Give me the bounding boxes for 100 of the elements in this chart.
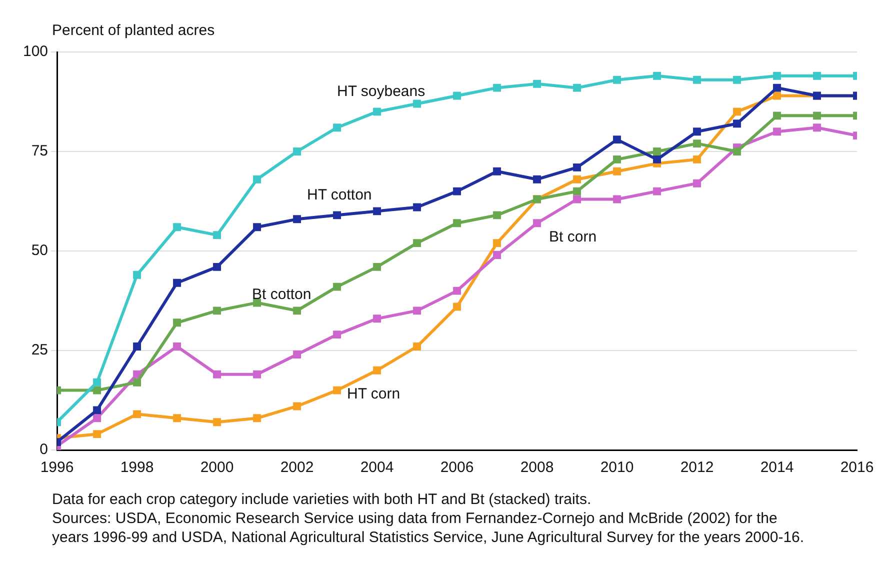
point xyxy=(693,128,701,136)
point xyxy=(93,406,101,414)
point xyxy=(293,402,301,410)
point xyxy=(453,286,461,295)
y-tick-label: 75 xyxy=(31,142,48,160)
x-tick-label: 2002 xyxy=(280,459,314,476)
y-tick-label: 50 xyxy=(31,242,48,260)
point xyxy=(293,350,301,358)
point xyxy=(373,262,381,271)
x-tick-label: 2014 xyxy=(760,459,794,476)
series-label: HT corn xyxy=(347,386,400,403)
point xyxy=(173,342,181,350)
point xyxy=(653,155,661,164)
point xyxy=(253,370,261,378)
point xyxy=(493,239,501,248)
point xyxy=(213,370,221,378)
point xyxy=(333,330,341,339)
point xyxy=(373,108,381,116)
point xyxy=(613,76,621,84)
point xyxy=(653,187,661,196)
series-label: Bt corn xyxy=(549,228,597,246)
point xyxy=(573,175,581,184)
y-tick-label: 0 xyxy=(40,441,48,458)
x-tick-label: 2000 xyxy=(200,459,234,476)
point xyxy=(413,306,421,315)
point xyxy=(333,211,341,220)
x-tick-label: 2008 xyxy=(520,459,554,476)
series-label: HT cotton xyxy=(307,186,372,204)
point xyxy=(453,302,461,311)
point xyxy=(773,72,781,80)
source-note: Sources: USDA, Economic Research Service using data from Fernandez-Cornejo and McBride (2002) for the years 1996-99 and USDA, National Agricultural Statistics Service, June Agricultural Survey for the years 2000-16. xyxy=(52,509,806,547)
point xyxy=(493,251,501,259)
point xyxy=(133,370,141,378)
x-tick-label: 2006 xyxy=(440,459,474,476)
point xyxy=(773,92,781,100)
point xyxy=(333,124,341,132)
point xyxy=(613,167,621,176)
point xyxy=(173,414,181,422)
point xyxy=(813,124,821,132)
point xyxy=(653,148,661,156)
point xyxy=(533,175,541,184)
point xyxy=(653,72,661,80)
point xyxy=(493,211,501,220)
point xyxy=(533,219,541,228)
x-tick-label: 2004 xyxy=(360,459,394,476)
point xyxy=(93,378,101,386)
point xyxy=(253,414,261,422)
x-tick-label: 1996 xyxy=(40,459,74,476)
point xyxy=(413,239,421,248)
point xyxy=(93,430,101,438)
point xyxy=(293,215,301,224)
x-tick-label: 2016 xyxy=(840,459,874,476)
point xyxy=(373,207,381,216)
point xyxy=(613,195,621,204)
series-label: HT soybeans xyxy=(337,82,426,100)
point xyxy=(413,342,421,350)
point xyxy=(613,136,621,144)
point xyxy=(333,386,341,394)
point xyxy=(693,140,701,148)
point xyxy=(773,128,781,136)
point xyxy=(213,262,221,271)
point xyxy=(213,306,221,315)
point xyxy=(813,112,821,120)
point xyxy=(573,187,581,196)
point xyxy=(573,195,581,204)
point xyxy=(693,76,701,84)
point xyxy=(173,318,181,327)
point xyxy=(693,179,701,188)
point xyxy=(133,342,141,350)
point xyxy=(373,314,381,323)
point xyxy=(293,306,301,315)
point xyxy=(413,203,421,212)
point xyxy=(373,366,381,374)
point xyxy=(453,187,461,196)
text: Data for each crop category include varieties with both HT and Bt (stacked) traits. xyxy=(52,490,592,509)
point xyxy=(293,148,301,156)
point xyxy=(493,84,501,92)
point xyxy=(253,223,261,232)
point xyxy=(213,231,221,240)
x-tick-label: 2010 xyxy=(600,459,634,476)
point xyxy=(133,410,141,418)
point xyxy=(93,386,101,394)
point xyxy=(173,278,181,287)
point xyxy=(453,92,461,100)
point xyxy=(213,418,221,426)
point xyxy=(133,378,141,386)
point xyxy=(733,120,741,128)
y-tick-label: 100 xyxy=(22,43,48,60)
y-tick-label: 25 xyxy=(31,342,48,359)
point xyxy=(733,108,741,116)
point xyxy=(773,112,781,120)
point xyxy=(573,163,581,172)
point xyxy=(813,72,821,80)
point xyxy=(613,155,621,164)
point xyxy=(173,223,181,232)
point xyxy=(693,155,701,164)
point xyxy=(533,80,541,88)
point xyxy=(333,282,341,291)
x-tick-label: 2012 xyxy=(680,459,714,476)
point xyxy=(573,84,581,92)
